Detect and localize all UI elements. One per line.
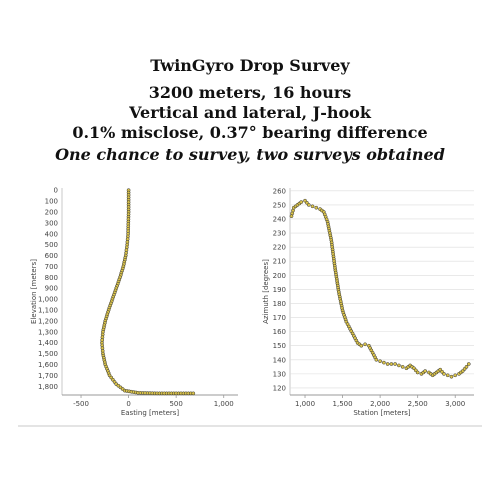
x-tick-label: 1,000 (295, 400, 315, 408)
x-tick-label: 1,000 (214, 400, 234, 408)
x-tick-label: 3,000 (445, 400, 465, 408)
y-tick-label: 1,200 (38, 317, 58, 325)
y-tick-label: 300 (45, 219, 58, 227)
y-tick-label: 700 (45, 263, 58, 271)
x-axis-label: Easting [meters] (121, 409, 180, 417)
y-tick-label: 250 (273, 201, 286, 209)
y-tick-label: 1,800 (38, 383, 58, 391)
subtitle-summary: One chance to survey, two surveys obtain… (55, 145, 445, 164)
x-tick-label: 2,500 (408, 400, 428, 408)
data-point (464, 364, 469, 369)
data-point (423, 369, 428, 373)
y-tick-label: 150 (273, 342, 286, 350)
data-point (445, 373, 450, 378)
y-tick-label: 1,600 (38, 361, 58, 369)
data-point (393, 362, 397, 366)
data-point (397, 363, 401, 368)
data-point (400, 364, 405, 369)
data-point (378, 359, 382, 364)
x-axis-label: Station [meters] (353, 409, 411, 417)
y-tick-label: 100 (45, 198, 58, 206)
x-tick-label: 500 (169, 400, 182, 408)
y-tick-label: 120 (273, 384, 286, 392)
x-tick-label: -500 (73, 400, 89, 408)
data-point (363, 342, 367, 347)
chart-title: TwinGyro Drop Survey (150, 56, 350, 75)
y-tick-label: 240 (273, 215, 286, 223)
data-point (310, 204, 315, 209)
y-tick-label: 1,400 (38, 339, 58, 347)
y-axis-label: Elevation [meters] (30, 259, 38, 324)
elevation-easting-chart: 0 100 200 300 400 500 600 700 800 900 1,000 1,100 1,… (30, 187, 238, 417)
subtitle-accuracy: 0.1% misclose, 0.37° bearing difference (72, 123, 428, 142)
y-tick-label: 1,300 (38, 328, 58, 336)
y-tick-label: 190 (273, 286, 286, 294)
data-point (453, 373, 458, 378)
data-point (191, 391, 196, 396)
data-point (385, 362, 390, 366)
data-point (442, 372, 446, 376)
y-tick-label: 220 (273, 244, 286, 252)
y-tick-label: 230 (273, 230, 286, 238)
data-point (314, 205, 319, 210)
azimuth-station-chart: 120 130 140 150 160 170 180 190 200 210 220 230 240 2… (262, 187, 474, 417)
y-tick-label: 1,000 (38, 296, 58, 304)
data-point (306, 203, 311, 207)
x-tick-label: 0 (126, 400, 130, 408)
x-tick-label: 2,000 (370, 400, 390, 408)
y-tick-label: 800 (45, 274, 58, 282)
y-tick-label: 140 (273, 356, 286, 364)
y-tick-label: 130 (273, 370, 286, 378)
x-tick-label: 1,500 (333, 400, 353, 408)
subtitle-trajectory: Vertical and lateral, J-hook (129, 103, 371, 122)
data-point (415, 370, 420, 375)
y-axis-label: Azimuth [degrees] (262, 259, 270, 324)
data-point (382, 360, 386, 365)
y-tick-label: 0 (54, 187, 58, 195)
y-tick-label: 400 (45, 230, 58, 238)
y-tick-label: 600 (45, 252, 58, 260)
y-tick-label: 1,700 (38, 372, 58, 380)
y-tick-label: 900 (45, 285, 58, 293)
y-tick-label: 170 (273, 314, 286, 322)
data-point (449, 374, 454, 379)
data-point (374, 357, 379, 362)
y-tick-label: 1,100 (38, 307, 58, 315)
data-point (299, 200, 304, 204)
data-point (389, 362, 394, 366)
data-point (466, 362, 471, 366)
y-tick-label: 260 (273, 187, 286, 195)
subtitle-depth-time: 3200 meters, 16 hours (148, 83, 352, 102)
y-tick-label: 200 (45, 208, 58, 216)
y-tick-label: 500 (45, 241, 58, 249)
y-tick-label: 1,500 (38, 350, 58, 358)
y-tick-label: 200 (273, 272, 286, 280)
data-point (359, 343, 364, 348)
y-tick-label: 180 (273, 300, 286, 308)
y-tick-label: 160 (273, 328, 286, 336)
y-tick-label: 210 (273, 258, 286, 266)
